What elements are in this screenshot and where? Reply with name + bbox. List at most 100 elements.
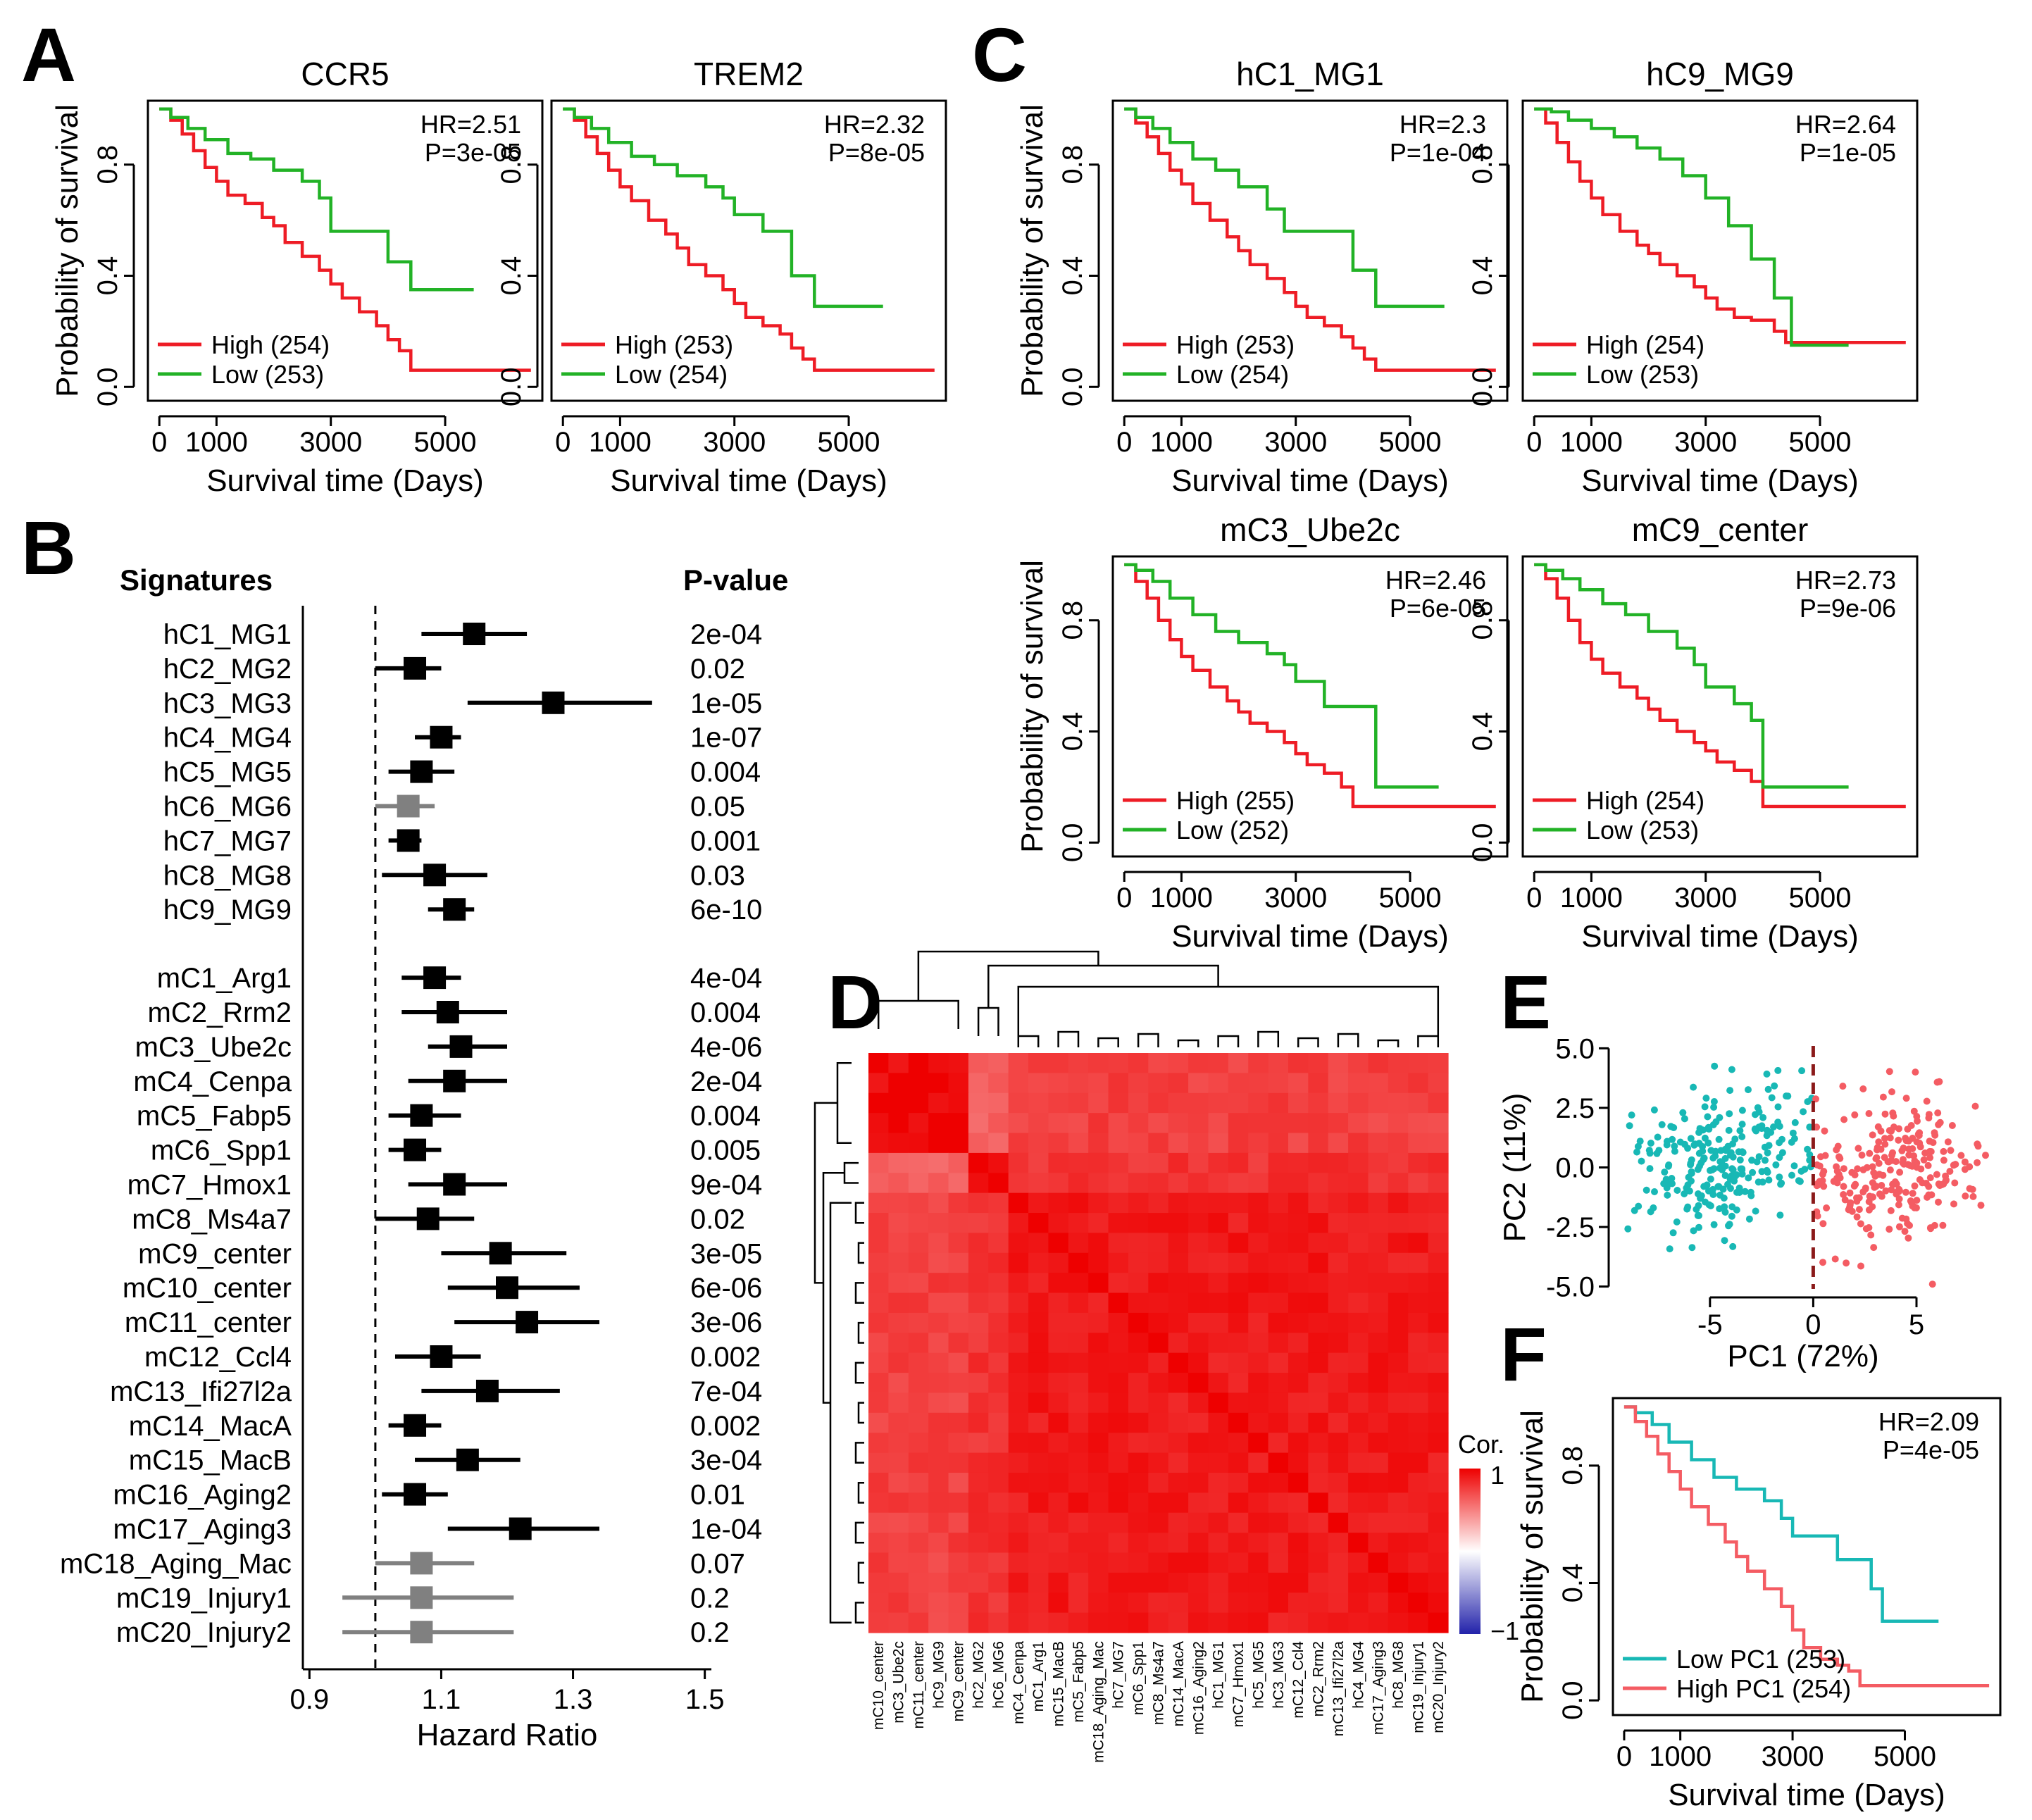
heatmap-cell — [1408, 1053, 1429, 1073]
pca-point — [1762, 1157, 1769, 1164]
heatmap-cell — [1308, 1352, 1329, 1373]
heatmap-cell — [1408, 1452, 1429, 1473]
heatmap-cell — [1368, 1252, 1389, 1273]
heatmap-cell — [888, 1192, 909, 1214]
heatmap-cell — [1388, 1472, 1409, 1493]
heatmap-cell — [1028, 1412, 1049, 1433]
heatmap-cell — [1088, 1173, 1109, 1194]
pca-point — [1688, 1244, 1696, 1252]
heatmap-cell — [1208, 1492, 1229, 1514]
pca-point — [1912, 1068, 1919, 1076]
legend-label: Low PC1 (253) — [1676, 1645, 1845, 1673]
pca-point — [1866, 1149, 1874, 1157]
hazard-ratio-marker — [404, 1138, 427, 1161]
heatmap-cell — [888, 1352, 909, 1373]
heatmap-cell — [1288, 1552, 1309, 1573]
color-legend-title: Cor. — [1458, 1430, 1504, 1459]
heatmap-cell — [1428, 1092, 1449, 1114]
heatmap-cell — [948, 1352, 969, 1373]
pca-point — [1709, 1154, 1717, 1162]
pca-point — [1626, 1122, 1633, 1130]
pvalue-label: 0.02 — [690, 654, 745, 685]
heatmap-cell — [1188, 1392, 1209, 1414]
pca-point — [1778, 1179, 1785, 1187]
heatmap-cell — [1208, 1472, 1229, 1493]
heatmap-cell — [948, 1533, 969, 1554]
pca-point — [1912, 1204, 1920, 1211]
heatmap-cell — [1328, 1533, 1349, 1554]
plot-frame — [1612, 1397, 2002, 1716]
heatmap-cell — [1008, 1173, 1029, 1194]
heatmap-cell — [1188, 1252, 1209, 1273]
heatmap-cell — [1068, 1113, 1089, 1134]
signature-label: mC14_MacA — [129, 1411, 292, 1442]
pca-point — [1709, 1185, 1716, 1193]
heatmap-column-label: hC5_MG5 — [1250, 1641, 1266, 1709]
heatmap-cell — [1408, 1392, 1429, 1414]
heatmap-cell — [948, 1552, 969, 1573]
pca-point — [1931, 1131, 1939, 1139]
heatmap-cell — [1048, 1572, 1069, 1593]
heatmap-cell — [1068, 1312, 1089, 1333]
heatmap-cell — [1428, 1333, 1449, 1354]
y-axis-label: PC2 (11%) — [1497, 1093, 1532, 1242]
heatmap-cell — [1068, 1333, 1089, 1354]
heatmap-cell — [1288, 1273, 1309, 1294]
hazard-ratio-marker — [443, 1069, 466, 1092]
heatmap-cell — [1268, 1533, 1289, 1554]
heatmap-cell — [1328, 1472, 1349, 1493]
heatmap-cell — [1108, 1333, 1129, 1354]
heatmap-cell — [1308, 1533, 1329, 1554]
heatmap-cell — [968, 1433, 989, 1454]
heatmap-cell — [1408, 1073, 1429, 1094]
heatmap-cell — [1028, 1152, 1049, 1173]
heatmap-cell — [1268, 1373, 1289, 1394]
heatmap-cell — [1168, 1192, 1189, 1214]
heatmap-cell — [1428, 1612, 1449, 1633]
pca-point — [1875, 1138, 1883, 1146]
pca-point — [1839, 1083, 1847, 1090]
heatmap-cell — [1388, 1292, 1409, 1314]
heatmap-cell — [1008, 1113, 1029, 1134]
heatmap-cell — [1068, 1452, 1089, 1473]
heatmap-cell — [1428, 1312, 1449, 1333]
heatmap-cell — [1148, 1572, 1169, 1593]
heatmap-cell — [1288, 1152, 1309, 1173]
heatmap-cell — [1328, 1552, 1349, 1573]
heatmap-cell — [1348, 1053, 1369, 1073]
pca-point — [1858, 1152, 1866, 1159]
heatmap-cell — [908, 1592, 929, 1614]
heatmap-cell — [1288, 1333, 1309, 1354]
heatmap-cell — [908, 1192, 929, 1214]
heatmap-cell — [1208, 1152, 1229, 1173]
pca-point — [1798, 1067, 1806, 1075]
heatmap-cell — [1128, 1312, 1149, 1333]
x-tick-label: 3000 — [1674, 427, 1737, 458]
heatmap-cell — [1308, 1552, 1329, 1573]
heatmap-cell — [1408, 1292, 1429, 1314]
pca-point — [1855, 1206, 1863, 1214]
y-tick-label: 2.5 — [1555, 1093, 1595, 1124]
heatmap-cell — [1408, 1373, 1429, 1394]
heatmap-cell — [1348, 1333, 1369, 1354]
heatmap-cell — [1328, 1352, 1349, 1373]
heatmap-cell — [1348, 1192, 1369, 1214]
heatmap-cell — [1008, 1452, 1029, 1473]
heatmap-cell — [1128, 1053, 1149, 1073]
heatmap-cell — [948, 1213, 969, 1234]
heatmap-cell — [1328, 1053, 1349, 1073]
heatmap-cell — [1028, 1352, 1049, 1373]
pca-point — [1774, 1066, 1782, 1074]
pca-point — [1819, 1171, 1826, 1178]
heatmap-cell — [1228, 1373, 1249, 1394]
heatmap-cell — [908, 1373, 929, 1394]
heatmap-cell — [1248, 1273, 1269, 1294]
pca-point — [1714, 1183, 1722, 1190]
heatmap-cell — [888, 1252, 909, 1273]
heatmap-cell — [1328, 1133, 1349, 1154]
pvalue-label: 9e-04 — [690, 1170, 762, 1201]
heatmap-cell — [1268, 1092, 1289, 1114]
pca-point — [1911, 1182, 1919, 1190]
heatmap-cell — [888, 1612, 909, 1633]
heatmap-cell — [1068, 1492, 1089, 1514]
